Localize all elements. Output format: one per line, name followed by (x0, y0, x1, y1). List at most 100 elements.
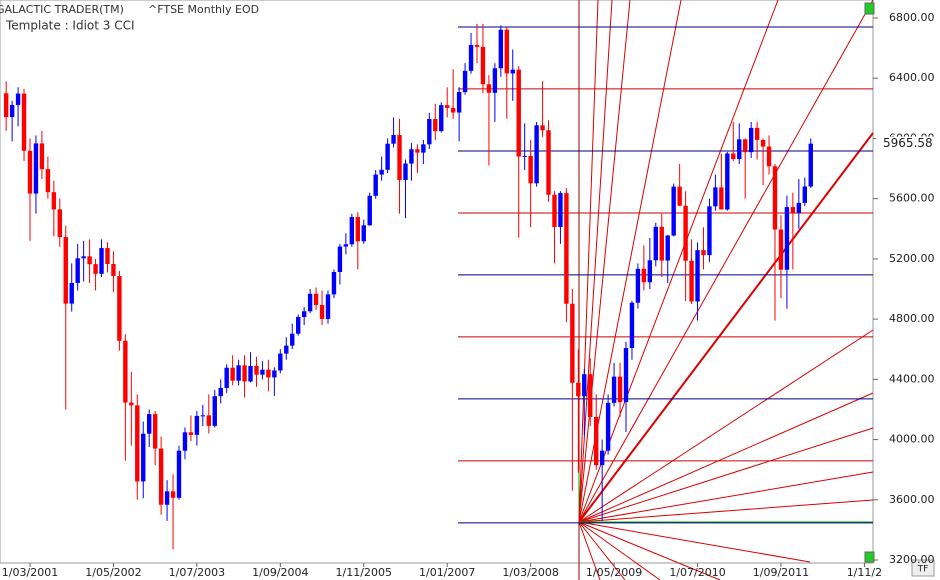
candle-body (659, 226, 664, 261)
y-tick-label: 3600.00 (889, 493, 935, 506)
candle-body (415, 149, 420, 153)
candle-body (766, 146, 772, 167)
x-tick-label: 1/03/2008 (502, 566, 558, 579)
candle-body (105, 248, 110, 265)
candle-body (200, 415, 206, 417)
x-tick-label: 1/09/2011 (753, 566, 809, 579)
fan-line (578, 0, 599, 523)
fan-line (578, 392, 874, 523)
candle-body (331, 271, 337, 295)
x-tick-label: 1/05/2009 (586, 566, 642, 579)
candle-body (158, 448, 164, 505)
y-tick-label: 4800.00 (889, 312, 935, 325)
candle-body (218, 387, 223, 397)
fan-line (578, 521, 601, 580)
candle-body (653, 226, 658, 261)
candle-body (772, 166, 778, 230)
candle-body (468, 44, 474, 71)
candle-body (546, 130, 551, 195)
candle-body (731, 153, 736, 160)
y-tick-label: 6800.00 (889, 11, 935, 24)
candle-body (504, 29, 509, 74)
candle-body (474, 44, 480, 47)
candle-body (337, 246, 343, 272)
candle-body (748, 127, 754, 153)
candle-body (21, 93, 27, 151)
candle-body (75, 258, 80, 283)
y-tick-label: 5200.00 (889, 252, 935, 265)
candle-body (558, 193, 563, 227)
candle-body (260, 369, 265, 375)
candle-body (242, 365, 247, 382)
candle-body (737, 139, 742, 160)
candle-body (486, 84, 492, 93)
candle-body (522, 155, 527, 157)
fan-line (578, 0, 874, 523)
candle-body (570, 303, 575, 383)
fan-line (578, 427, 874, 523)
candle-body (307, 293, 313, 312)
candle-body (69, 282, 74, 304)
y-tick-label: 5600.00 (889, 192, 935, 205)
candle-body (677, 186, 682, 206)
candle-body (611, 376, 617, 403)
candle-body (248, 365, 253, 382)
candle-body (9, 105, 15, 118)
tf-button-label[interactable]: TF (917, 565, 929, 575)
candle-body (93, 264, 98, 274)
fan-line (578, 521, 661, 580)
candle-body (802, 186, 807, 203)
candle-body (492, 68, 498, 93)
candle-body (343, 244, 349, 247)
candle-body (713, 187, 718, 207)
candle-body (421, 144, 426, 153)
tf-button[interactable] (911, 559, 935, 577)
candle-body (665, 235, 670, 261)
candle-body (33, 143, 39, 194)
candle-body (266, 369, 271, 378)
candle-body (480, 46, 486, 85)
candle-body (355, 217, 360, 242)
candle-body (754, 127, 760, 140)
candle-body (296, 317, 301, 334)
fan-line (578, 471, 874, 523)
candle-body (313, 293, 319, 305)
fan-line (578, 0, 631, 523)
x-tick-label: 1/07/2003 (169, 566, 225, 579)
candle-body (743, 139, 748, 153)
candle-body (51, 192, 57, 210)
x-tick-label: 1/03/2001 (2, 566, 58, 579)
candle-body (230, 367, 235, 381)
x-tick-label: 1/07/2010 (669, 566, 725, 579)
x-tick-label: 1/09/2004 (252, 566, 308, 579)
candle-body (301, 311, 307, 318)
candle-body (3, 93, 9, 118)
y-tick-label: 4000.00 (889, 433, 935, 446)
plot-area (0, 0, 874, 564)
candle-body (701, 250, 706, 256)
candle-body (498, 29, 504, 69)
candle-body (15, 93, 21, 106)
candle-body (671, 186, 676, 236)
candle-body (349, 217, 355, 245)
candle-body (129, 402, 134, 406)
fan-line (578, 521, 721, 580)
candle-body (576, 382, 581, 397)
candle-body (445, 105, 450, 108)
candle-body (778, 229, 784, 270)
candle-body (290, 333, 295, 346)
candle-body (689, 260, 694, 302)
candle-body (534, 125, 539, 184)
candle-body (808, 143, 813, 187)
x-tick-label: 1/11/2 (847, 566, 882, 579)
fan-line (578, 499, 874, 523)
candle-body (325, 294, 331, 319)
candle-body (695, 250, 700, 302)
fan-line (578, 132, 874, 523)
candle-body (385, 143, 390, 170)
candle-body (409, 149, 414, 164)
candle-body (635, 268, 641, 303)
candle-body (391, 134, 396, 144)
candle-body (170, 491, 176, 498)
